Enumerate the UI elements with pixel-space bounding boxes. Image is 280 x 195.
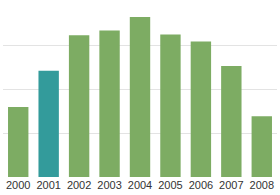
svg-text:2005: 2005 [158, 179, 182, 191]
svg-text:2006: 2006 [189, 179, 213, 191]
svg-text:2003: 2003 [97, 179, 121, 191]
svg-text:2001: 2001 [36, 179, 60, 191]
svg-text:2008: 2008 [250, 179, 274, 191]
svg-text:2004: 2004 [128, 179, 152, 191]
svg-text:2007: 2007 [219, 179, 243, 191]
svg-text:2002: 2002 [67, 179, 91, 191]
svg-text:2000: 2000 [6, 179, 30, 191]
